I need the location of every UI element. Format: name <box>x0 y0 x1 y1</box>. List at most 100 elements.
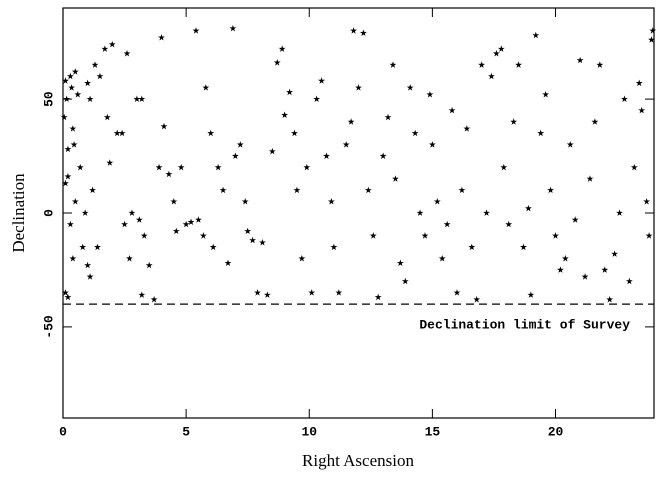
star-point <box>76 163 84 171</box>
star-point <box>273 59 281 66</box>
star-point <box>241 198 249 205</box>
star-point <box>392 175 399 182</box>
star-point <box>231 152 239 159</box>
star-point <box>64 145 72 153</box>
star-point <box>66 220 74 228</box>
star-point <box>135 216 143 223</box>
star-point <box>625 277 633 285</box>
star-point <box>524 204 532 212</box>
star-point <box>214 163 222 171</box>
star-point <box>478 61 486 68</box>
plot-frame <box>62 7 655 419</box>
star-point <box>369 232 377 239</box>
star-point <box>60 113 68 121</box>
star-point <box>384 113 392 121</box>
star-point <box>91 61 99 68</box>
star-point <box>591 118 599 125</box>
star-point <box>68 84 76 91</box>
star-point <box>89 186 96 194</box>
star-point <box>630 163 638 171</box>
star-point <box>323 152 330 159</box>
x-tick-label: 20 <box>548 424 564 439</box>
star-point <box>542 90 550 98</box>
star-point <box>259 239 266 246</box>
star-point <box>318 77 325 84</box>
star-point <box>209 243 217 251</box>
x-tick-label: 0 <box>59 424 67 439</box>
star-point <box>118 129 126 137</box>
star-point <box>443 220 451 228</box>
star-point <box>492 49 500 57</box>
star-point <box>138 95 146 103</box>
star-point <box>406 84 414 91</box>
star-point <box>69 254 77 262</box>
star-point <box>327 198 335 205</box>
star-point <box>426 90 434 98</box>
star-point <box>433 198 441 205</box>
star-point <box>71 68 79 75</box>
star-point <box>537 129 545 137</box>
star-point <box>150 295 158 303</box>
annotation: Declination limit of Survey <box>419 318 630 333</box>
star-point <box>515 61 522 68</box>
star-point <box>438 254 446 262</box>
star-point <box>532 31 540 39</box>
star-point <box>195 216 202 223</box>
star-point <box>488 72 495 80</box>
x-tick-label: 10 <box>301 424 317 439</box>
star-point <box>576 56 584 64</box>
y-tick-label: -50 <box>41 315 56 339</box>
star-point <box>500 163 508 171</box>
star-point <box>286 88 293 96</box>
star-point <box>84 261 92 269</box>
star-point <box>621 95 628 103</box>
star-point <box>187 218 195 226</box>
star-point <box>308 289 316 296</box>
star-point <box>63 95 71 103</box>
star-point <box>229 24 237 32</box>
star-point <box>103 113 111 121</box>
star-point <box>330 243 338 251</box>
star-point <box>64 172 72 180</box>
star-point <box>347 118 355 125</box>
star-point <box>170 198 178 205</box>
star-point <box>638 106 646 114</box>
star-point <box>364 186 372 194</box>
star-point <box>219 186 227 194</box>
star-point <box>202 84 210 91</box>
star-point <box>121 220 128 228</box>
star-point <box>335 289 343 296</box>
star-point <box>138 291 146 298</box>
star-point <box>303 163 311 171</box>
star-point <box>86 95 94 103</box>
star-point <box>355 84 362 91</box>
star-point <box>254 289 261 296</box>
x-tick-label: 5 <box>182 424 190 439</box>
star-point <box>411 129 419 137</box>
star-point <box>62 289 69 296</box>
star-point <box>552 232 559 239</box>
star-point <box>62 179 69 187</box>
star-point <box>389 61 397 68</box>
star-point <box>520 243 527 251</box>
star-point <box>74 90 82 98</box>
star-point <box>278 45 286 52</box>
star-point <box>79 243 87 251</box>
star-point <box>586 175 594 182</box>
star-point <box>401 277 409 285</box>
star-point <box>596 61 604 68</box>
star-point <box>547 186 554 194</box>
star-point <box>421 232 429 239</box>
star-point <box>71 198 79 205</box>
star-point <box>557 266 564 273</box>
star-point <box>165 170 173 178</box>
star-point <box>453 289 461 296</box>
star-point <box>291 129 298 137</box>
star-point <box>645 232 653 239</box>
star-point <box>379 152 387 159</box>
star-point <box>249 236 257 244</box>
star-point <box>510 118 518 125</box>
star-point <box>649 27 657 34</box>
star-point <box>561 254 569 262</box>
y-tick-label: 0 <box>41 209 56 217</box>
